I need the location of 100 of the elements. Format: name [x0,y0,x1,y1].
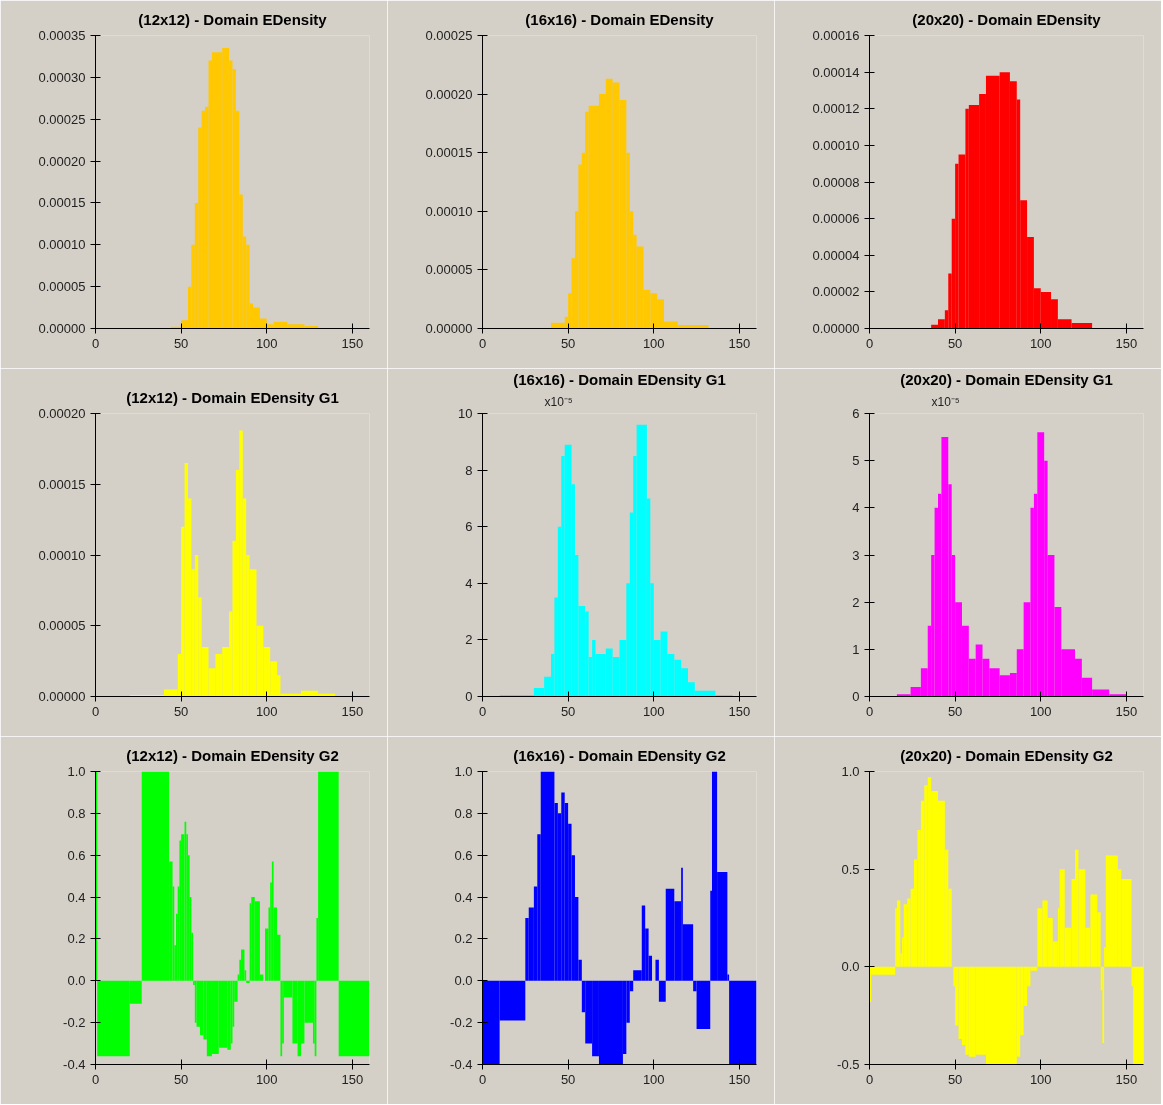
chart-title: (20x20) - Domain EDensity [912,10,1102,28]
y-tick-label: 0.00025 [38,111,86,127]
x-tick-label: 0 [865,1071,874,1087]
y-tick-label: 0.00008 [812,174,860,190]
y-tick-label: 0.00012 [812,101,860,117]
y-tick-label: 4 [465,575,473,591]
y-tick-label: 6 [852,406,860,421]
chart-title: (16x16) - Domain EDensity [525,10,715,28]
x-tick-label: 0 [478,1071,487,1087]
x-tick-label: 50 [173,703,189,719]
x-tick-label: 100 [642,335,665,351]
y-tick-label: 0.6 [67,847,86,863]
y-tick-label: 0.00005 [38,618,86,634]
y-tick-label: 0.00004 [812,247,860,263]
x-tick-label: 100 [1029,335,1052,351]
y-tick-label: 0.8 [454,805,473,821]
y-tick-label: 0.00005 [425,262,473,278]
chart-title: (20x20) - Domain EDensity G1 [900,370,1113,388]
y-tick-label: 0.00005 [38,279,86,295]
y-tick-label: 0.5 [841,861,860,877]
x-tick-label: 150 [341,1071,364,1087]
x-tick-label: 50 [173,1071,189,1087]
y-tick-label: 0.00025 [425,28,473,43]
y-tick-label: 0.00035 [38,28,86,43]
y-tick-label: 0.00000 [38,321,86,336]
x-tick-label: 150 [728,703,751,719]
x-tick-label: 0 [865,335,874,351]
y-tick-label: 0.00015 [38,476,86,492]
y-tick-label: -0.2 [450,1015,473,1031]
y-tick-label: 0.00014 [812,64,860,80]
x-tick-label: 150 [728,335,751,351]
y-tick-label: 0.00010 [425,203,473,219]
y-tick-label: 2 [852,594,860,610]
y-tick-label: -0.5 [837,1057,860,1072]
x-tick-label: 0 [91,335,100,351]
x-tick-label: 0 [91,1071,100,1087]
x-tick-label: 100 [642,703,665,719]
y-tick-label: 0.00002 [812,284,860,300]
y-tick-label: 0.00000 [812,321,860,336]
x-tick-label: 100 [1029,703,1052,719]
y-tick-label: 0.0 [454,973,473,989]
y-tick-label: 0.00020 [38,153,86,169]
y-tick-label: 0.2 [454,931,473,947]
chart-title: (12x12) - Domain EDensity [138,10,328,28]
x-tick-label: 150 [728,1071,751,1087]
y-tick-label: 0.4 [454,889,473,905]
y-tick-label: 0.00020 [425,86,473,102]
x-tick-label: 0 [865,703,874,719]
y-tick-label: 0.8 [67,805,86,821]
x-tick-label: 100 [255,703,278,719]
chart-title: (12x12) - Domain EDensity G2 [126,746,339,764]
x-tick-label: 50 [560,335,576,351]
y-tick-label: 0.00015 [425,145,473,161]
x-tick-label: 150 [1115,1071,1138,1087]
x-tick-label: 150 [1115,335,1138,351]
y-tick-label: 0.00000 [425,321,473,336]
y-tick-label: 2 [465,632,473,648]
y-tick-label: 1.0 [67,764,86,779]
y-tick-label: 10 [458,406,473,421]
y-tick-label: 0 [465,689,473,704]
x-tick-label: 50 [947,1071,963,1087]
chart-title: (20x20) - Domain EDensity G2 [900,746,1113,764]
y-tick-label: 1.0 [454,764,473,779]
x-tick-label: 50 [560,703,576,719]
y-tick-label: 6 [465,519,473,535]
y-tick-label: 0.00010 [38,547,86,563]
y-tick-label: 0.00030 [38,69,86,85]
x-tick-label: 150 [1115,703,1138,719]
text: x10⁻⁵ [931,394,960,409]
y-tick-label: 8 [465,462,473,478]
y-tick-label: 3 [852,547,860,563]
y-tick-label: 1 [852,641,860,657]
y-tick-label: 0.00000 [38,689,86,704]
y-tick-label: -0.4 [450,1057,473,1072]
y-tick-label: 4 [852,500,860,516]
y-tick-label: 0.00020 [38,406,86,421]
x-tick-label: 50 [947,703,963,719]
y-tick-label: -0.2 [63,1015,86,1031]
x-tick-label: 150 [341,703,364,719]
y-tick-label: 0.00010 [812,137,860,153]
y-tick-label: 0.2 [67,931,86,947]
chart-title: (12x12) - Domain EDensity G1 [126,388,339,406]
x-tick-label: 50 [947,335,963,351]
y-tick-label: 0.00006 [812,211,860,227]
chart-title: (16x16) - Domain EDensity G1 [513,370,726,388]
y-tick-label: 0.4 [67,889,86,905]
y-tick-label: 1.0 [841,764,860,779]
x-tick-label: 50 [560,1071,576,1087]
x-tick-label: 0 [91,703,100,719]
text: x10⁻⁵ [544,394,573,409]
x-tick-label: 100 [1029,1071,1052,1087]
y-tick-label: 0 [852,689,860,704]
x-tick-label: 50 [173,335,189,351]
y-tick-label: 0.00015 [38,195,86,211]
x-tick-label: 150 [341,335,364,351]
y-tick-label: 0.00010 [38,237,86,253]
x-tick-label: 100 [255,1071,278,1087]
y-tick-label: 0.0 [841,959,860,975]
x-tick-label: 0 [478,703,487,719]
y-tick-label: 5 [852,453,860,469]
